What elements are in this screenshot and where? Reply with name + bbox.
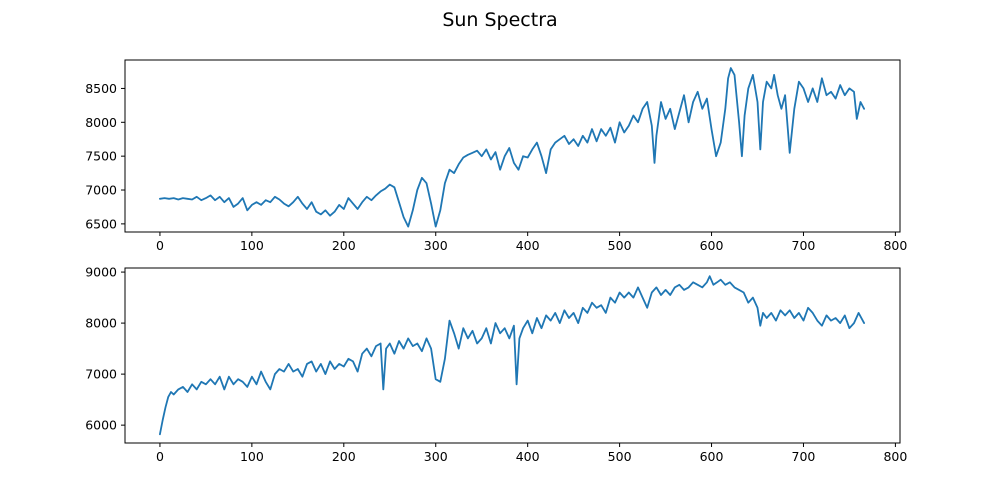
y-tick-label: 6500: [85, 216, 117, 231]
y-tick-label: 6000: [85, 418, 117, 433]
x-tick-label: 600: [700, 449, 724, 464]
y-tick-label: 8500: [85, 81, 117, 96]
x-tick-label: 600: [700, 238, 724, 253]
x-tick-label: 0: [156, 449, 164, 464]
x-tick-label: 400: [516, 449, 540, 464]
series-line-2-1: [159, 275, 865, 436]
x-tick-label: 0: [156, 238, 164, 253]
x-tick-label: 300: [424, 449, 448, 464]
subplot-2: 0 100 200 300 400 500 600 700 800 6000 7000 8000 900…: [85, 265, 907, 464]
x-tick-label: 500: [608, 449, 632, 464]
figure-title: Sun Spectra: [442, 9, 557, 31]
x-tick-label: 800: [883, 449, 907, 464]
x-tick-label: 300: [424, 238, 448, 253]
x-tick-label: 500: [608, 238, 632, 253]
y-tick-label: 7000: [85, 367, 117, 382]
x-tick-label: 200: [332, 449, 356, 464]
y-tick-label: 9000: [85, 265, 117, 280]
y-tick-label: 8000: [85, 115, 117, 130]
x-tick-label: 100: [240, 449, 264, 464]
axes-frame-2: [124, 267, 901, 444]
x-tick-label: 100: [240, 238, 264, 253]
subplot-1: 0 100 200 300 400 500 600 700 800 6500 7000 7500 800…: [85, 59, 907, 253]
y-tick-label: 7500: [85, 149, 117, 164]
x-tick-label: 700: [792, 449, 816, 464]
y-tick-label: 8000: [85, 316, 117, 331]
axes-frame-1: [124, 59, 901, 233]
y-tick-label: 7000: [85, 183, 117, 198]
x-tick-label: 400: [516, 238, 540, 253]
x-tick-label: 800: [883, 238, 907, 253]
subplots: 0 100 200 300 400 500 600 700 800650070007500800…: [85, 59, 907, 464]
x-tick-label: 700: [792, 238, 816, 253]
x-tick-label: 200: [332, 238, 356, 253]
series-line-1-1: [159, 67, 865, 228]
